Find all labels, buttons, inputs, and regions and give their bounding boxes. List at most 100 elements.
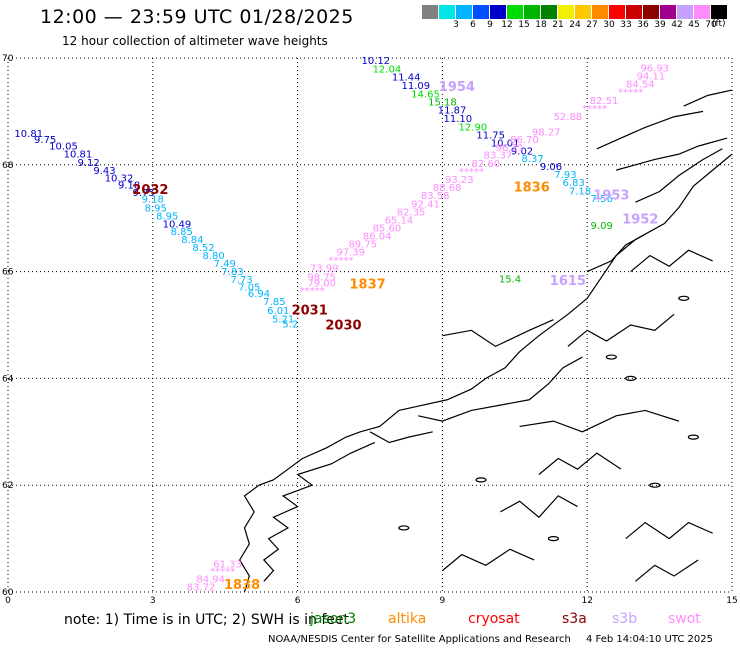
coastline-segment <box>519 409 680 433</box>
scale-label: 45 <box>688 20 700 30</box>
wave-height-label: 9.18 <box>118 180 140 191</box>
pass-time-label: 1838 <box>224 578 260 593</box>
lake-outline <box>687 434 699 440</box>
coastline-segment <box>616 137 728 171</box>
color-scale-swatches <box>422 5 740 19</box>
generation-timestamp: 4 Feb 14:04:10 UTC 2025 <box>586 634 713 645</box>
pass-time-label: 1615 <box>550 274 586 289</box>
wave-height-label: 5.21 <box>272 314 294 325</box>
lat-tick-label: 66 <box>2 268 14 278</box>
lon-tick-label: 0 <box>5 596 11 606</box>
wave-height-label: 93.23 <box>445 175 474 186</box>
scale-swatch <box>643 5 660 19</box>
coastline-segment <box>369 431 433 444</box>
lake-outline <box>649 482 661 488</box>
wave-height-label: 7.05 <box>238 282 260 293</box>
scale-label: 39 <box>654 20 666 30</box>
wave-height-label: 8.37 <box>522 154 544 165</box>
legend-entry-cryosat: cryosat <box>468 611 520 627</box>
coastline-segment <box>635 148 723 203</box>
lon-tick-label: 15 <box>726 596 737 606</box>
footer-note: note: 1) Time is in UTC; 2) SWH is in fe… <box>64 612 350 628</box>
wave-height-label: 8.95 <box>145 203 167 214</box>
lon-tick-label: 3 <box>150 596 156 606</box>
coastline-segment <box>683 89 733 107</box>
wave-height-label: 85.60 <box>373 224 402 235</box>
wave-height-observations: 10.819.7510.0510.819.129.4310.329.189.75… <box>14 56 669 594</box>
scale-label: 30 <box>603 20 615 30</box>
wave-height-label: 92.41 <box>411 200 440 211</box>
wave-height-label: 10.01 <box>491 139 520 150</box>
wave-height-label: 10.49 <box>163 219 192 230</box>
wave-height-label: 11.10 <box>444 114 473 125</box>
wave-height-label: 84.54 <box>626 79 655 90</box>
scale-label: 27 <box>586 20 598 30</box>
coastline-segment <box>625 521 713 540</box>
wave-height-label: 83.37 <box>484 150 513 161</box>
wave-height-label: 82.60 <box>472 159 501 170</box>
wave-height-label: 9.09 <box>591 221 613 232</box>
wave-height-label: 9.12 <box>77 158 99 169</box>
wave-height-label: 97.39 <box>336 248 365 259</box>
color-scale: 3 6 9 12 15 18 21 24 27 30 33 36 39 42 45 70 <box>422 5 740 31</box>
scale-label: 42 <box>671 20 683 30</box>
scale-swatch <box>575 5 592 19</box>
lat-tick-label: 64 <box>2 374 14 384</box>
scale-swatch <box>609 5 626 19</box>
wave-height-label: 8.85 <box>171 227 193 238</box>
pass-time-label: 1837 <box>349 278 385 293</box>
wave-height-label: 65.14 <box>385 216 414 227</box>
wave-height-label: 9.18 <box>142 195 164 206</box>
wave-height-label: ***** <box>618 87 643 98</box>
scale-swatch <box>660 5 677 19</box>
lat-tick-label: 62 <box>2 481 13 491</box>
lake-outline <box>547 535 560 542</box>
pass-time-label: 2032 <box>132 183 168 198</box>
coastline-segment <box>238 153 733 593</box>
wave-height-label: 88.68 <box>433 183 462 194</box>
scale-swatch <box>677 5 694 19</box>
legend-entry-swot: swot <box>668 611 701 627</box>
color-scale-unit: (ft) <box>712 19 726 29</box>
wave-height-label: 82.35 <box>397 208 426 219</box>
scale-swatch <box>558 5 575 19</box>
wave-height-label: 10.32 <box>105 173 134 184</box>
pass-time-label: 1952 <box>622 213 658 228</box>
legend-entry-s3a: s3a <box>562 611 587 627</box>
wave-height-label: 6.94 <box>248 289 270 300</box>
wave-height-label: 86.70 <box>510 135 539 146</box>
coastline-segment <box>500 495 578 519</box>
page-subtitle: 12 hour collection of altimeter wave hei… <box>62 34 328 48</box>
coastline-segment <box>586 233 646 273</box>
wave-height-label: 10.81 <box>64 149 93 160</box>
wave-height-label: 11.09 <box>402 81 431 92</box>
wave-height-label: 83.58 <box>421 191 450 202</box>
scale-swatch <box>473 5 490 19</box>
coastline-segment <box>630 249 713 273</box>
lon-tick-label: 6 <box>295 596 301 606</box>
axis-tick-labels: 0 3 6 9 12 15 70 68 66 64 62 60 <box>2 54 738 606</box>
wave-height-label: ***** <box>300 286 325 297</box>
lon-tick-label: 12 <box>581 596 592 606</box>
scale-label: 18 <box>535 20 547 30</box>
lat-tick-label: 68 <box>2 161 14 171</box>
scale-label: 6 <box>470 20 476 30</box>
scale-swatch <box>422 5 439 19</box>
scale-swatch <box>711 5 728 19</box>
coastline-segment <box>262 441 376 582</box>
wave-height-label: 98.75 <box>307 273 336 284</box>
scale-label: 12 <box>501 20 513 30</box>
lake-outline <box>605 354 617 360</box>
scale-label: 9 <box>487 20 493 30</box>
scale-swatch <box>439 5 456 19</box>
wave-height-label: 9.43 <box>93 166 115 177</box>
coastline-segment <box>442 548 535 572</box>
wave-height-label: 7.85 <box>263 297 285 308</box>
wave-height-label: 52.88 <box>554 112 583 123</box>
wave-height-label: 10.12 <box>361 56 390 67</box>
scale-label: 15 <box>518 20 530 30</box>
scale-swatch <box>524 5 541 19</box>
scale-label: 21 <box>552 20 564 30</box>
wave-height-label: 7.56 <box>591 194 613 205</box>
